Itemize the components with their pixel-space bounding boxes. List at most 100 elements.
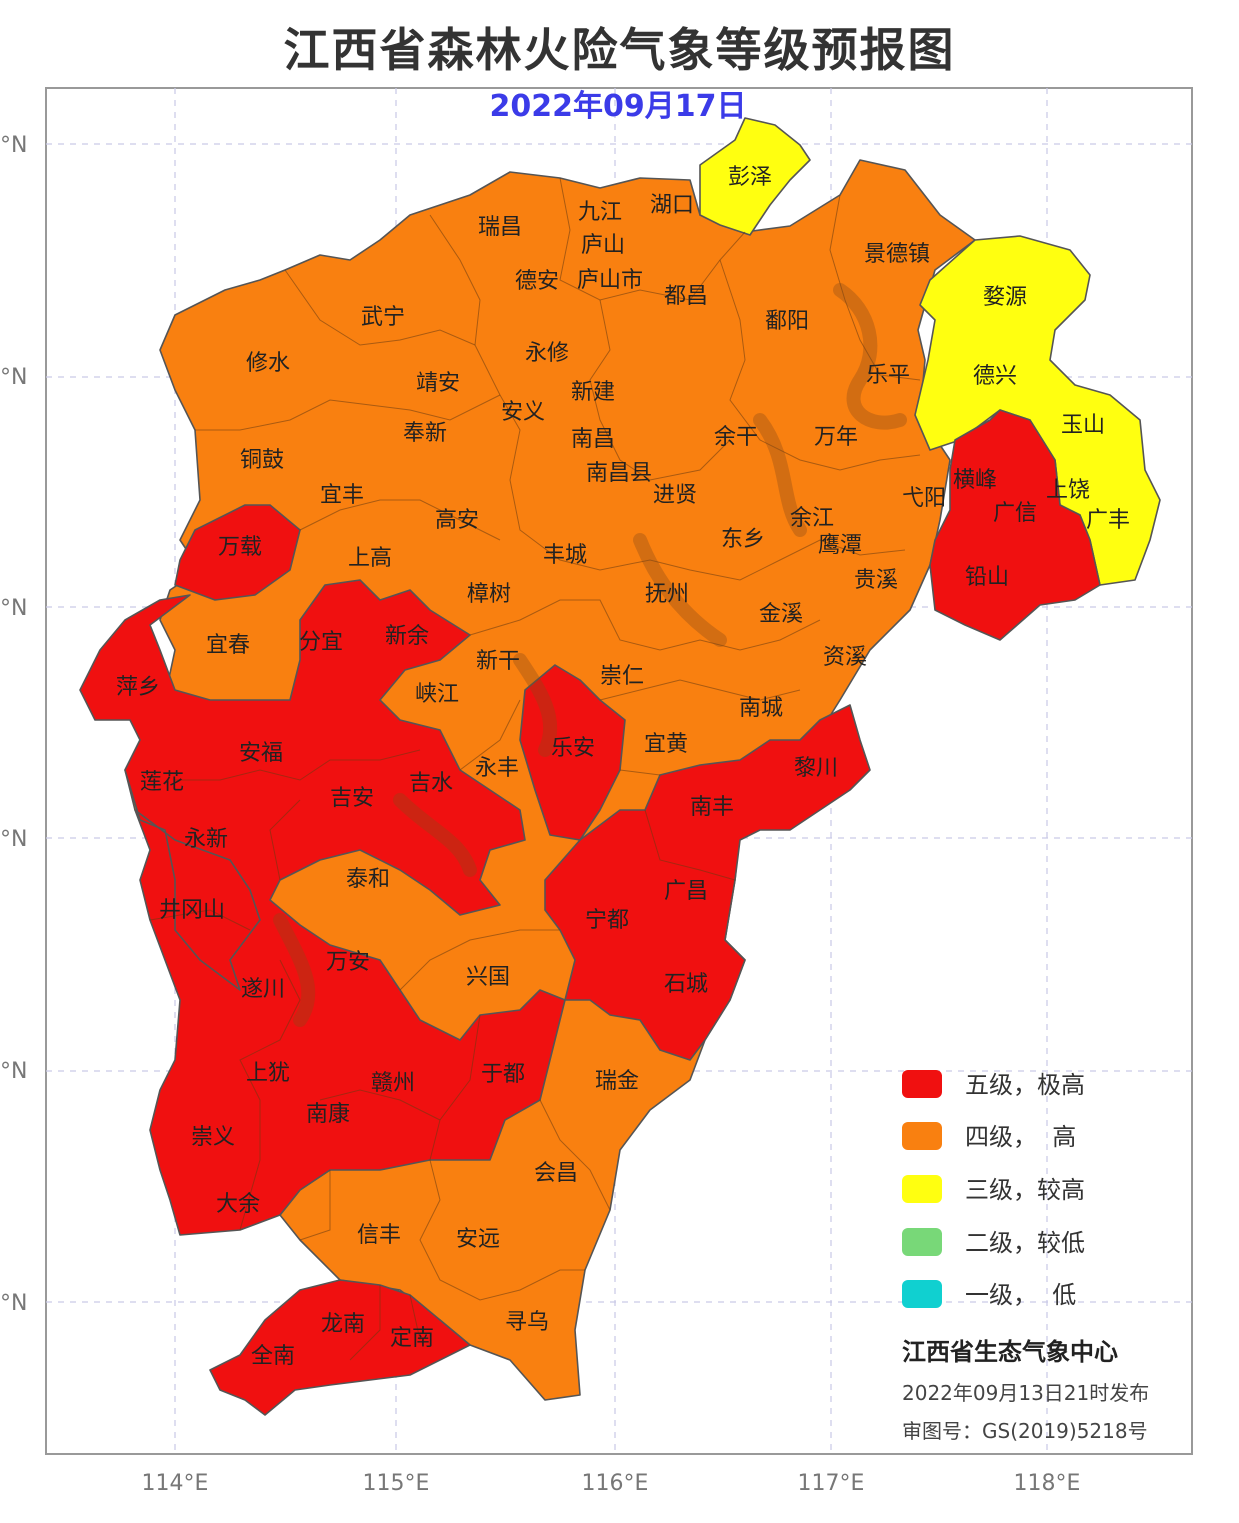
place-label: 乐安 (551, 736, 595, 761)
place-label: 安义 (501, 400, 545, 425)
place-label: 广昌 (664, 879, 708, 904)
place-label: 宜春 (206, 633, 250, 658)
place-label: 宜黄 (644, 732, 688, 757)
place-label: 贵溪 (854, 568, 898, 593)
region-level5-southeast (544, 704, 871, 1061)
place-label: 定南 (390, 1326, 434, 1351)
place-label: 全南 (251, 1344, 295, 1369)
place-label: 信丰 (357, 1223, 401, 1248)
place-label: 玉山 (1061, 413, 1105, 438)
region-level5-wanzai (174, 504, 301, 601)
place-label: 都昌 (664, 284, 708, 309)
map-approval-number: 审图号：GS(2019)5218号 (902, 1419, 1148, 1443)
region-level3-northeast (914, 235, 1161, 586)
place-label: 寻乌 (505, 1310, 549, 1335)
region-level5-lean (519, 664, 626, 841)
lat-axis: °N °N °N °N °N °N (0, 133, 27, 1316)
place-label: 鹰潭 (818, 533, 862, 558)
place-label: 峡江 (415, 682, 459, 707)
lat-tick: °N (0, 1059, 27, 1084)
place-label: 南城 (739, 696, 783, 721)
lat-tick: °N (0, 133, 27, 158)
place-label: 宜丰 (320, 483, 364, 508)
lon-tick: 114°E (142, 1471, 209, 1496)
place-label: 于都 (481, 1062, 525, 1087)
place-label: 新干 (476, 649, 520, 674)
lon-tick: 117°E (798, 1471, 865, 1496)
place-label: 横峰 (953, 468, 997, 493)
issue-time: 2022年09月13日21时发布 (902, 1381, 1149, 1405)
lon-tick: 118°E (1014, 1471, 1081, 1496)
place-label: 修水 (246, 351, 290, 376)
place-label: 永修 (525, 341, 569, 366)
publisher: 江西省生态气象中心 (902, 1338, 1118, 1366)
place-label: 万载 (218, 535, 262, 560)
region-level3-pengze (699, 117, 811, 236)
place-label: 会昌 (534, 1161, 578, 1186)
place-label: 东乡 (721, 527, 765, 552)
lon-axis: 114°E 115°E 116°E 117°E 118°E (142, 1471, 1081, 1496)
lon-tick: 115°E (363, 1471, 430, 1496)
place-label: 崇仁 (600, 664, 644, 689)
place-label: 万年 (814, 425, 858, 450)
map-frame (45, 87, 1193, 1455)
place-label: 萍乡 (116, 675, 160, 700)
place-label: 分宜 (299, 630, 343, 655)
place-label: 鄱阳 (765, 309, 809, 334)
legend-label: 三级，较高 (965, 1176, 1085, 1204)
lon-tick: 116°E (582, 1471, 649, 1496)
place-label: 安福 (239, 741, 283, 766)
place-label: 永丰 (475, 756, 519, 781)
place-label: 德安 (515, 269, 559, 294)
place-label: 上高 (348, 546, 392, 571)
place-label: 井冈山 (159, 898, 225, 923)
legend-label: 五级，极高 (965, 1071, 1085, 1099)
legend-label: 一级， 低 (965, 1281, 1076, 1309)
place-label: 黎川 (794, 756, 838, 781)
place-label: 铜鼓 (240, 448, 284, 473)
legend-swatch-level4 (902, 1122, 942, 1150)
place-label: 德兴 (973, 364, 1017, 389)
place-label: 兴国 (466, 965, 510, 990)
place-label: 遂川 (241, 977, 285, 1002)
place-label: 樟树 (467, 582, 511, 607)
place-label: 瑞金 (595, 1069, 639, 1094)
lat-tick: °N (0, 596, 27, 621)
place-label: 新建 (571, 380, 615, 405)
place-label: 上犹 (246, 1061, 290, 1086)
place-label: 九江 (578, 200, 622, 225)
place-label: 南昌 (571, 427, 615, 452)
risk-regions (79, 117, 1161, 1416)
legend-swatch-level5 (902, 1070, 942, 1098)
place-label: 高安 (435, 508, 479, 533)
lat-tick: °N (0, 827, 27, 852)
map-title: 江西省森林火险气象等级预报图 (283, 23, 956, 77)
place-label: 弋阳 (902, 486, 946, 511)
place-label: 大余 (216, 1192, 260, 1217)
region-level5-east (929, 409, 1101, 641)
forecast-date: 2022年09月17日 (490, 89, 747, 124)
place-label: 崇义 (191, 1125, 235, 1150)
place-label: 铅山 (965, 565, 1009, 590)
legend-label: 二级，较低 (965, 1229, 1085, 1257)
place-label: 资溪 (823, 645, 867, 670)
place-label: 婺源 (983, 285, 1027, 310)
place-label: 莲花 (140, 770, 184, 795)
place-label: 万安 (326, 950, 370, 975)
lat-tick: °N (0, 365, 27, 390)
place-label: 庐山市 (577, 268, 643, 293)
place-label: 新余 (385, 624, 429, 649)
place-label: 丰城 (543, 543, 587, 568)
place-label: 抚州 (645, 582, 689, 607)
place-label: 湖口 (650, 193, 694, 218)
place-label: 宁都 (585, 908, 629, 933)
legend-swatch-level2 (902, 1228, 942, 1256)
legend-swatch-level1 (902, 1280, 942, 1308)
place-label: 上饶 (1046, 478, 1090, 503)
place-label: 吉水 (409, 771, 453, 796)
place-label: 吉安 (330, 786, 374, 811)
place-label: 靖安 (416, 371, 460, 396)
place-label: 泰和 (346, 867, 390, 892)
